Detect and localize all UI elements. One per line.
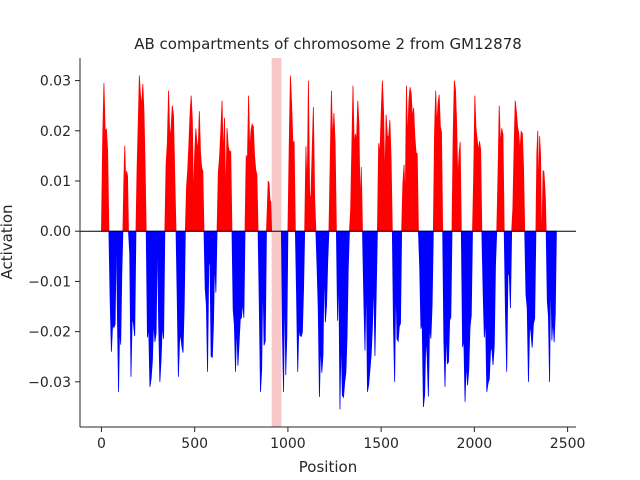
y-tick-label: 0.03 xyxy=(40,74,71,90)
y-ticks: −0.03 −0.02 −0.01 0.00 0.01 0.02 0.03 xyxy=(28,74,80,391)
y-tick-label: 0.02 xyxy=(40,124,71,140)
compartment-segment xyxy=(362,230,378,392)
compartment-segment xyxy=(503,230,513,372)
compartment-segment xyxy=(545,230,557,382)
compartment-segment xyxy=(432,90,444,232)
compartment-segment xyxy=(541,170,547,232)
y-tick-label: −0.02 xyxy=(28,325,71,341)
x-ticks: 0 500 1000 1500 2000 2500 xyxy=(97,427,585,452)
compartment-segment xyxy=(472,95,483,232)
compartment-segment xyxy=(184,95,205,232)
compartment-segment xyxy=(481,230,498,392)
compartment-segment xyxy=(442,230,453,387)
y-tick-label: 0.01 xyxy=(40,174,71,190)
compartment-segment xyxy=(460,230,473,402)
y-axis-label: Activation xyxy=(0,204,16,279)
compartment-segment xyxy=(244,95,259,232)
x-axis-label: Position xyxy=(299,458,357,476)
compartment-segment xyxy=(266,180,273,232)
compartment-segment xyxy=(231,230,246,372)
compartment-segment xyxy=(101,83,110,232)
compartment-segment xyxy=(280,230,289,392)
x-tick-label: 1500 xyxy=(363,436,399,452)
compartment-segment xyxy=(164,90,177,232)
compartment-segment xyxy=(377,80,393,232)
compartment-segment xyxy=(145,230,158,387)
compartment-segment xyxy=(418,230,434,407)
compartment-segment xyxy=(115,230,124,392)
y-tick-label: −0.01 xyxy=(28,274,71,290)
compartment-segment xyxy=(203,230,218,372)
compartment-segment xyxy=(128,230,137,377)
compartment-segment xyxy=(535,130,542,232)
compartment-segment xyxy=(496,105,505,232)
x-tick-label: 2000 xyxy=(457,436,493,452)
compartment-segment xyxy=(335,230,350,410)
compartment-segment xyxy=(391,230,403,382)
compartment-segment xyxy=(304,80,317,232)
compartment-segment xyxy=(216,100,233,232)
compartment-segment xyxy=(349,85,363,232)
compartment-segment xyxy=(135,75,147,232)
compartment-segment xyxy=(401,85,419,232)
y-tick-label: 0.00 xyxy=(40,224,71,240)
compartment-segment xyxy=(287,75,296,232)
compartment-segment xyxy=(524,230,537,382)
compartment-segment xyxy=(156,230,166,382)
highlight-band xyxy=(271,58,282,427)
compartment-segment xyxy=(175,230,186,377)
compartment-segment xyxy=(122,145,129,232)
y-tick-label: −0.03 xyxy=(28,375,71,391)
x-tick-label: 0 xyxy=(97,436,106,452)
x-tick-label: 500 xyxy=(181,436,208,452)
plot-area xyxy=(80,58,576,427)
x-tick-label: 2500 xyxy=(550,436,586,452)
compartment-segment xyxy=(257,230,267,392)
compartment-segment xyxy=(294,230,306,372)
compartment-segment xyxy=(451,80,462,232)
compartment-segment xyxy=(328,90,337,232)
compartment-segment xyxy=(108,230,117,352)
compartment-segment xyxy=(315,230,330,397)
chart-title: AB compartments of chromosome 2 from GM1… xyxy=(134,35,522,53)
x-tick-label: 1000 xyxy=(270,436,306,452)
compartment-segment xyxy=(511,100,526,232)
